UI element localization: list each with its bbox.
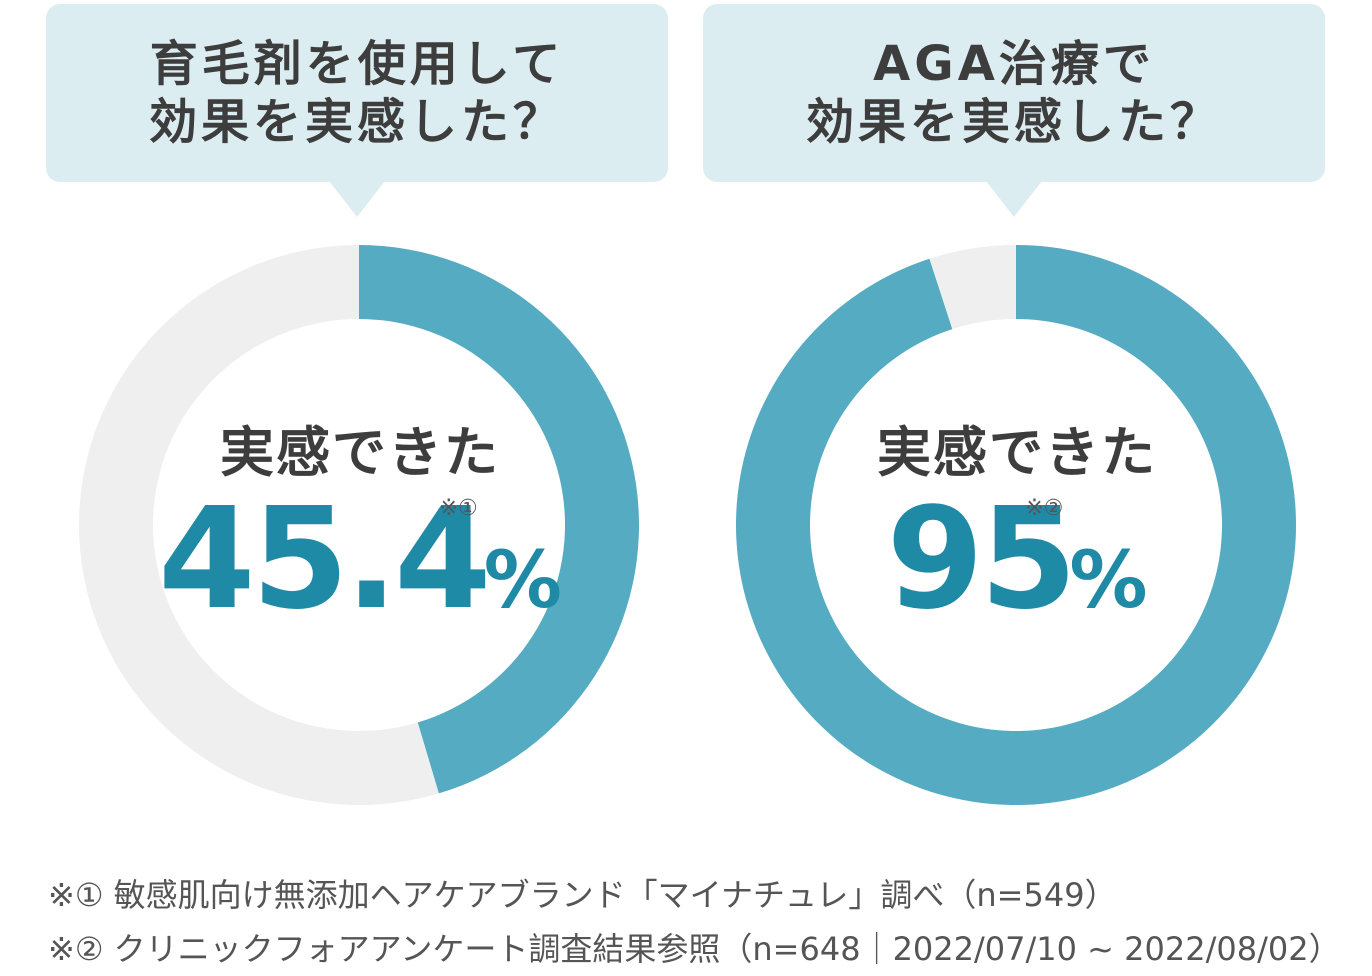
center-label: 実感できた [40, 408, 680, 487]
question-line-2: 効果を実感した？ [149, 93, 565, 151]
percent-sign: % [1069, 536, 1147, 626]
question-line-2: 効果を実感した？ [806, 93, 1222, 151]
value-display: 45.4※①% [40, 490, 680, 630]
footnote-2: ※② クリニックフォアアンケート調査結果参照（n=648｜2022/07/10 … [48, 922, 1341, 976]
chart-panel-aga-treatment: AGA治療で 効果を実感した？ 実感できた 95※②% [697, 0, 1337, 830]
question-bubble: 育毛剤を使用して 効果を実感した？ [46, 4, 668, 182]
percent-value: 45.4 [158, 478, 487, 641]
chart-panel-hair-tonic: 育毛剤を使用して 効果を実感した？ 実感できた 45.4※①% [40, 0, 680, 830]
footnotes: ※① 敏感肌向け無添加ヘアケアブランド「マイナチュレ」調べ（n=549） ※② … [48, 868, 1341, 976]
footnote-1: ※① 敏感肌向け無添加ヘアケアブランド「マイナチュレ」調べ（n=549） [48, 868, 1341, 922]
value-display: 95※②% [697, 490, 1337, 630]
question-line-1: AGA治療で [873, 35, 1155, 93]
footnote-ref: ※① [440, 496, 478, 521]
question-line-1: 育毛剤を使用して [150, 35, 565, 93]
percent-sign: % [484, 536, 562, 626]
footnote-ref: ※② [1025, 496, 1063, 521]
question-bubble: AGA治療で 効果を実感した？ [703, 4, 1325, 182]
center-label: 実感できた [697, 408, 1337, 487]
